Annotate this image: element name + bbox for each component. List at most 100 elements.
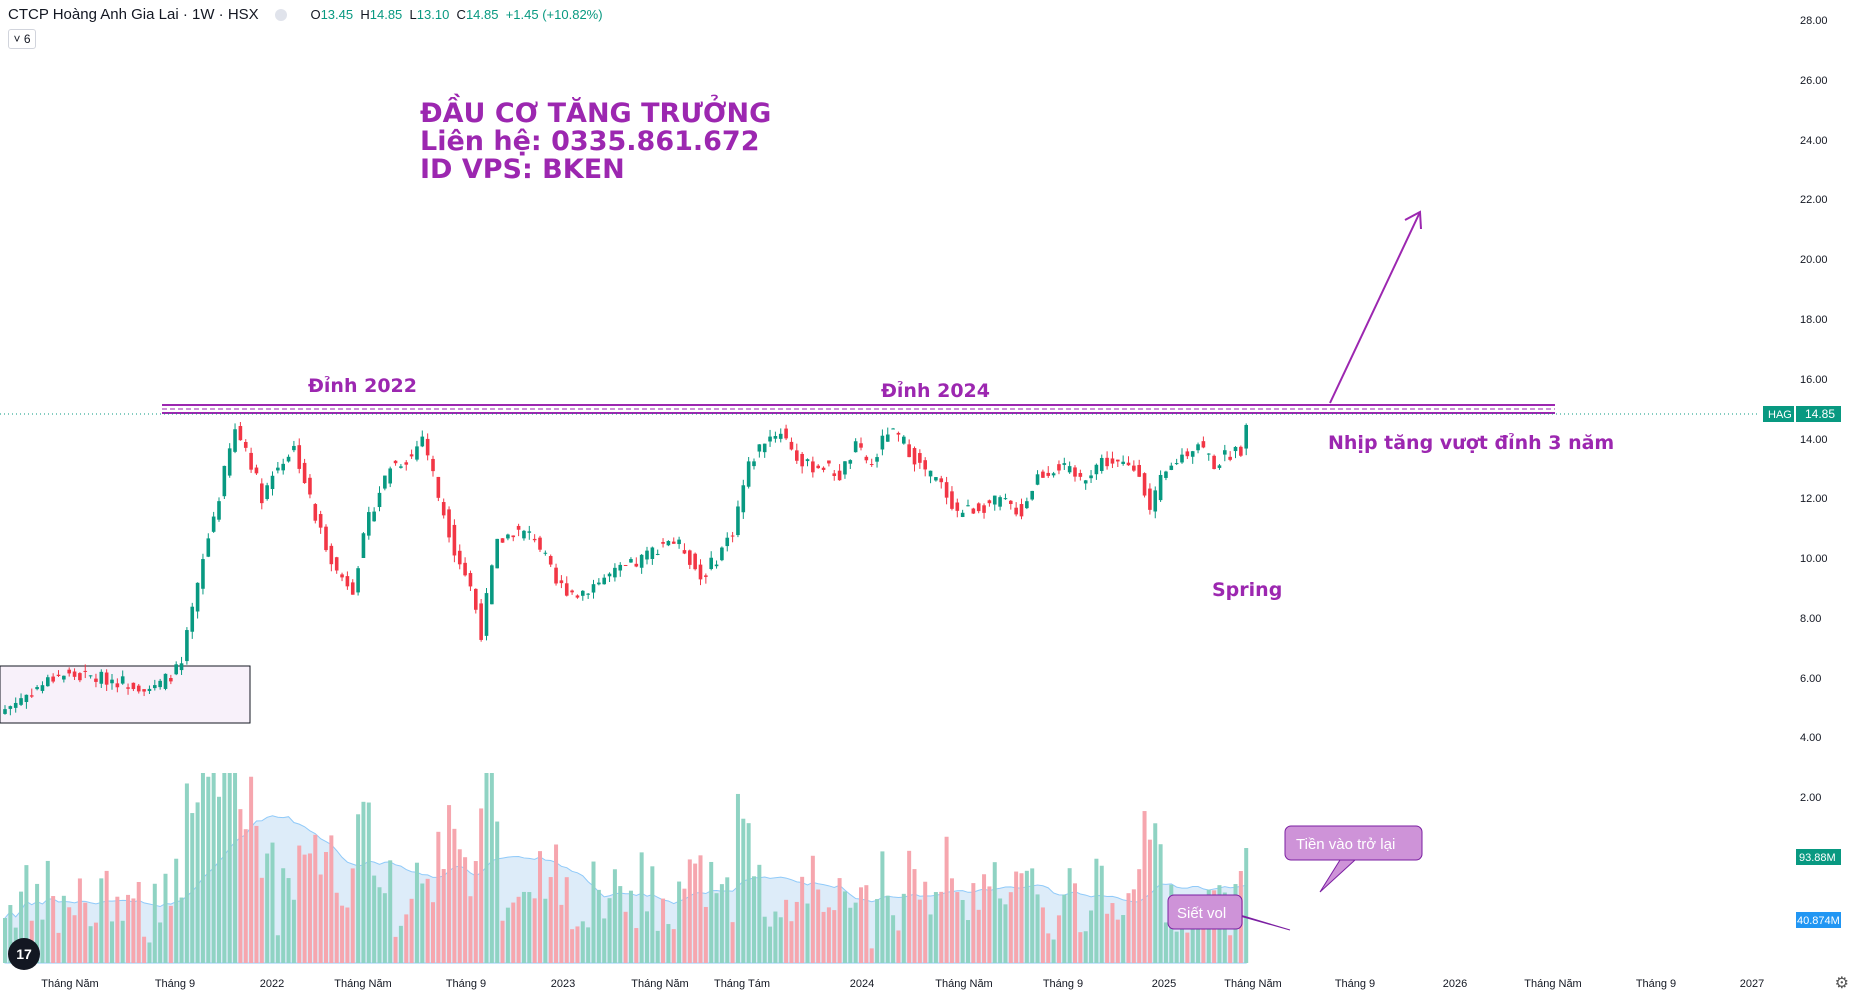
candle-body (1185, 451, 1190, 457)
money-back-callout: Tiền vào trở lại (1284, 825, 1423, 893)
candle-body (939, 478, 944, 483)
volume-bar (420, 883, 425, 963)
candle-body (452, 524, 457, 556)
candle-body (800, 453, 804, 467)
candle-body (457, 550, 462, 565)
price-tick-label: 18.00 (1800, 314, 1828, 326)
volume-bar (158, 922, 163, 963)
candle-body (276, 467, 280, 471)
price-tag: HAG 14.85 (1763, 406, 1841, 422)
volume-bar (1174, 931, 1179, 963)
volume-bar (832, 910, 837, 963)
volume-bar (762, 916, 767, 963)
indicator-toggle-button[interactable]: ˅ 6 (8, 29, 36, 49)
volume-bar (350, 868, 355, 963)
volume-bar (901, 893, 906, 963)
volume-bar (554, 844, 559, 963)
volume-bar (527, 892, 532, 963)
volume-bar (131, 898, 136, 963)
candle-body (1174, 463, 1179, 465)
candle-body (757, 444, 762, 452)
candle-body (532, 538, 537, 541)
volume-bar (789, 921, 794, 963)
candle-body (88, 675, 93, 677)
candle-body (944, 482, 949, 498)
volume-bar (543, 898, 548, 963)
candle-body (479, 603, 483, 640)
candle-body (639, 554, 644, 568)
volume-bar (548, 877, 553, 963)
svg-text:14.85: 14.85 (1805, 407, 1835, 421)
candle-body (270, 475, 275, 490)
volume-bar (976, 909, 981, 963)
candle-body (281, 463, 285, 471)
candle-body (859, 443, 863, 448)
candle-body (773, 436, 778, 439)
tradingview-logo-icon[interactable]: 17 (8, 938, 40, 970)
volume-bar (414, 862, 419, 963)
symbol-title[interactable]: CTCP Hoàng Anh Gia Lai · 1W · HSX (8, 6, 259, 23)
candle-body (816, 465, 820, 469)
volume-bar (19, 891, 24, 963)
candle-body (227, 448, 232, 476)
volume-bar (752, 876, 756, 963)
candles (3, 421, 1248, 716)
candle-body (827, 460, 831, 464)
price-tick-label: 22.00 (1800, 194, 1828, 206)
candle-body (334, 557, 339, 571)
candle-body (46, 677, 50, 687)
candle-body (169, 678, 173, 682)
candle-body (998, 497, 1002, 507)
candle-body (1158, 474, 1163, 501)
gear-icon[interactable]: ⚙ (1834, 975, 1849, 992)
volume-bar (570, 929, 575, 963)
volume-bar (671, 929, 676, 963)
candle-body (918, 453, 922, 463)
candle-body (463, 562, 467, 576)
candle-body (661, 542, 665, 544)
volume-bar (853, 902, 858, 963)
candle-body (618, 564, 623, 571)
volume-bar (719, 884, 724, 963)
volume-bar (971, 883, 976, 963)
candle-body (880, 435, 885, 450)
promo-line-3: ID VPS: BKEN (420, 154, 625, 185)
candle-body (1228, 456, 1232, 460)
time-tick-label: Tháng Tám (714, 978, 770, 990)
candle-body (966, 505, 970, 507)
price-tick-label: 12.00 (1800, 493, 1828, 505)
volume-bar (1073, 883, 1077, 963)
candle-body (441, 502, 446, 516)
candle-body (158, 680, 162, 688)
volume-bar (340, 905, 345, 963)
volume-bar (152, 883, 157, 963)
volume-bar (1056, 915, 1061, 963)
candle-body (399, 466, 403, 468)
candle-body (992, 495, 997, 505)
candle-body (559, 580, 564, 584)
candle-body (1030, 490, 1034, 500)
volume-bar (875, 899, 880, 963)
volume-bar (586, 927, 591, 963)
volume-bar (1083, 931, 1088, 963)
candle-body (902, 436, 906, 444)
volume-bar (949, 878, 954, 963)
breakout-arrow (1329, 210, 1422, 404)
volume-bar (388, 860, 393, 963)
candle-body (356, 568, 360, 593)
candle-body (714, 564, 719, 567)
volume-bar (56, 932, 61, 963)
money-back-text: Tiền vào trở lại (1296, 836, 1395, 853)
volume-bar (998, 898, 1003, 963)
candle-body (345, 576, 350, 587)
candle-body (340, 574, 344, 578)
volume-bar (233, 773, 238, 963)
volume-bar (425, 878, 430, 963)
candle-body (671, 541, 676, 544)
volume-bar (136, 881, 141, 963)
candle-body (709, 557, 713, 570)
volume-bar (302, 854, 307, 963)
candle-body (976, 503, 981, 512)
candle-body (468, 573, 473, 587)
